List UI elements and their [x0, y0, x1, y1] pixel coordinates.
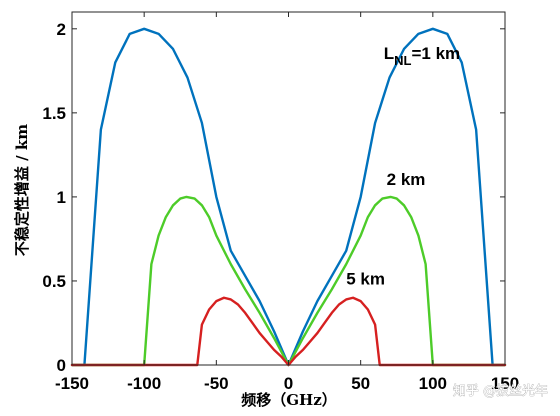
x-tick-label-6: 150 — [491, 374, 519, 393]
y-tick-label-1: 0.5 — [42, 272, 66, 291]
annotation-lnl-sub: NL — [394, 53, 411, 68]
y-tick-label-0: 0 — [57, 356, 66, 375]
tick-layer: -150 -100 -50 0 50 100 150 0 0.5 1 1.5 2 — [42, 12, 519, 393]
x-tick-label-1: -100 — [127, 374, 161, 393]
annotation-lnl-rest: =1 km — [411, 44, 460, 63]
annotation-5km: 5 km — [346, 269, 385, 288]
annotation-2km: 2 km — [387, 170, 426, 189]
y-tick-label-4: 2 — [57, 20, 66, 39]
watermark: 知乎 @拔丝光年 — [453, 383, 548, 399]
x-tick-label-2: -50 — [204, 374, 229, 393]
x-tick-label-3: 0 — [284, 374, 293, 393]
y-tick-label-3: 1.5 — [42, 104, 66, 123]
y-axis-label: 不稳定性增益 / km — [13, 124, 31, 256]
x-axis-label: 频移（GHz） — [241, 391, 337, 409]
x-tick-label-4: 50 — [351, 374, 370, 393]
plot-background — [72, 12, 505, 365]
y-tick-label-2: 1 — [57, 188, 66, 207]
x-tick-label-0: -150 — [55, 374, 89, 393]
x-tick-label-5: 100 — [419, 374, 447, 393]
annotation-lnl: LNL=1 km — [384, 44, 460, 68]
annotation-lnl-main: L — [384, 44, 394, 63]
